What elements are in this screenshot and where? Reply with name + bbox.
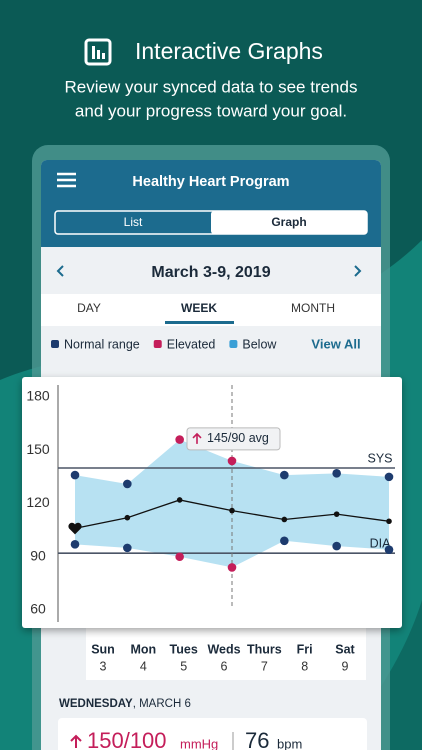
day-label[interactable]: Mon <box>130 642 156 656</box>
average-point <box>176 497 183 503</box>
reading-point[interactable] <box>384 472 394 482</box>
reading-point[interactable] <box>123 543 132 553</box>
hr-value: 76 <box>245 728 269 750</box>
reading-point[interactable] <box>175 435 184 444</box>
y-tick-label: 150 <box>26 441 50 457</box>
day-label[interactable]: Sat <box>335 642 355 656</box>
date-label: 5 <box>180 659 187 673</box>
tab[interactable]: WEEK <box>181 301 217 315</box>
day-label[interactable]: Tues <box>170 642 198 656</box>
reference-label: SYS <box>367 451 392 465</box>
app-title: Healthy Heart Program <box>132 174 289 190</box>
tooltip-box <box>186 427 281 451</box>
legend-label: Elevated <box>167 337 216 351</box>
graph-icon <box>84 38 112 66</box>
toggle-option[interactable]: List <box>124 215 143 229</box>
tabs-bar <box>41 294 381 326</box>
swoosh-2 <box>330 600 422 750</box>
reading-point[interactable] <box>280 470 289 480</box>
tooltip-text: 145/90 avg <box>207 431 269 445</box>
toggle-option[interactable]: Graph <box>271 215 306 229</box>
subtitle: Review your synced data to see trends <box>65 77 358 96</box>
tooltip-arrow <box>192 432 202 444</box>
legend-swatch <box>229 340 238 348</box>
reading-point[interactable] <box>384 545 394 554</box>
next-button[interactable] <box>354 265 362 277</box>
normal-band <box>75 439 389 568</box>
y-tick-label: 120 <box>26 494 50 510</box>
y-tick-label: 60 <box>30 601 46 617</box>
subtitle: and your progress toward your goal. <box>75 101 347 120</box>
detail-day: WEDNESDAY <box>59 698 133 710</box>
legend-swatch <box>153 340 162 348</box>
average-point <box>124 514 131 521</box>
toggle-selected <box>211 211 367 234</box>
heart-marker <box>68 522 82 535</box>
average-point <box>281 516 288 523</box>
legend-swatch <box>51 340 59 348</box>
reading-point[interactable] <box>175 552 184 562</box>
reading-point[interactable] <box>332 541 341 551</box>
average-point <box>333 511 340 517</box>
prev-button[interactable] <box>56 265 64 277</box>
date-label: 7 <box>261 659 268 673</box>
date-label: 9 <box>342 659 349 673</box>
detail-card <box>58 718 367 755</box>
up-arrow <box>70 734 82 748</box>
date-range: March 3-9, 2019 <box>151 264 270 281</box>
tab[interactable]: DAY <box>77 301 101 315</box>
y-tick-label: 90 <box>30 547 46 563</box>
day-strip <box>86 620 366 680</box>
view-all[interactable]: View All <box>311 336 360 351</box>
average-point <box>386 518 392 525</box>
reading-point[interactable] <box>280 536 289 546</box>
reading-point[interactable] <box>70 470 80 480</box>
bp-value: 150/100 <box>87 728 167 750</box>
reading-point[interactable] <box>123 479 132 489</box>
y-tick-label: 180 <box>26 388 50 404</box>
reading-point[interactable] <box>227 456 237 466</box>
date-label: 6 <box>221 659 228 673</box>
title: Interactive Graphs <box>135 38 323 64</box>
legend-label: Below <box>242 337 277 351</box>
reading-point[interactable] <box>332 469 341 478</box>
day-label[interactable]: Fri <box>297 642 313 656</box>
average-point <box>229 507 235 514</box>
day-label[interactable]: Weds <box>207 642 240 656</box>
reading-point[interactable] <box>227 563 237 572</box>
day-label[interactable]: Thurs <box>247 642 282 656</box>
detail-heading: WEDNESDAY, MARCH 6 <box>59 698 191 710</box>
date-label: 8 <box>301 659 308 673</box>
bp-unit: mmHg <box>180 736 218 750</box>
date-label: 3 <box>100 659 107 673</box>
detail-date: , MARCH 6 <box>133 698 191 710</box>
tab[interactable]: MONTH <box>291 301 335 315</box>
legend-label: Normal range <box>64 337 140 351</box>
hr-unit: bpm <box>277 736 302 750</box>
date-label: 4 <box>140 659 147 673</box>
day-label[interactable]: Sun <box>91 642 115 656</box>
reading-point[interactable] <box>70 540 80 549</box>
tab-indicator <box>165 321 234 324</box>
menu-button[interactable] <box>57 172 76 188</box>
